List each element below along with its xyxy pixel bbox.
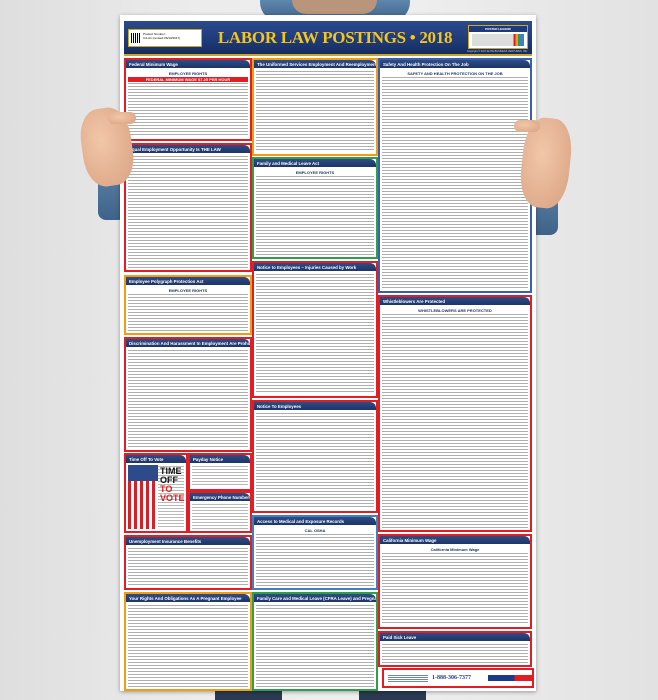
section-title: Safety And Health Protection On The Job [380,60,530,68]
poster-section: The Uniformed Services Employment And Re… [252,58,378,156]
poster-section: Employee Polygraph Protection Act EMPLOYE… [124,275,252,335]
section-body-text [382,70,528,289]
section-body-text [382,643,528,663]
poster-section: California Minimum Wage California Minimu… [378,534,532,629]
poster-section: Paid Sick Leave [378,631,532,667]
ballot-box-illustration [128,465,158,529]
section-title: Employee Polygraph Protection Act [126,277,250,285]
section-title: Paid Sick Leave [380,633,530,641]
section-title: Federal Minimum Wage [126,60,250,68]
section-banner: WHISTLEBLOWERS ARE PROTECTED [382,308,528,313]
copyright: Copyright © 2017 ELITE BUSINESS VENTURES… [466,50,528,53]
section-title: Notice to Employees – Injuries Caused by… [254,263,376,271]
vote-line-1: TIME OFF [160,466,182,485]
section-body-text [256,70,374,152]
product-number: CA-A1 (revised 06/13/2017) [143,36,181,40]
minimum-wage-banner: FEDERAL MINIMUM WAGE $7.25 PER HOUR [128,77,248,82]
person-chin [292,0,377,14]
legend-colors [472,34,524,46]
section-body-text [256,527,374,586]
poster-section: Notice To Employees [252,400,378,513]
time-off-to-vote-heading: TIME OFF TO VOTE [160,467,186,503]
section-title: Time Off To Vote [126,455,186,463]
product-label: Product Number: [143,32,166,36]
section-title: Emergency Phone Numbers [190,493,250,501]
section-body-text [128,604,248,687]
poster-section: Equal Employment Opportunity Is THE LAW [124,143,252,272]
poster-section: Safety And Health Protection On The Job S… [378,58,532,293]
section-body-text [256,412,374,509]
section-title: The Uniformed Services Employment And Re… [254,60,376,68]
poster-title: LABOR LAW POSTINGS • 2018 [217,28,453,47]
poster-header: Product Number: CA-A1 (revised 06/13/201… [124,21,532,56]
section-title: Equal Employment Opportunity Is THE LAW [126,145,250,153]
vote-line-2: TO VOTE [160,484,185,503]
section-body-text [256,273,374,394]
section-body-text [256,169,374,255]
section-title: Access to Medical and Exposure Records [254,517,376,525]
section-body-text [128,287,248,331]
section-title: Whistleblowers Are Protected [380,297,530,305]
section-body-text [128,547,248,586]
section-banner: CAL OSHA [256,528,374,533]
poster-section: Access to Medical and Exposure Records CA… [252,515,378,590]
poster-section: Time Off To Vote TIME OFF TO VOTE [124,453,188,533]
section-banner: EMPLOYEE RIGHTS [256,170,374,175]
section-body-text [256,604,374,687]
brand-logo [488,675,532,681]
legend-title: POSTER LEGEND [469,26,527,32]
poster-section: Notice to Employees – Injuries Caused by… [252,261,378,398]
footer-phone: 1-888-306-7377 [432,675,471,681]
section-title: Family and Medical Leave Act [254,159,376,167]
section-body-text [382,546,528,625]
section-title: Notice To Employees [254,402,376,410]
poster-section: Unemployment Insurance Benefits [124,535,252,590]
section-title: Unemployment Insurance Benefits [126,537,250,545]
poster-section: Family and Medical Leave Act EMPLOYEE RIG… [252,157,378,259]
qr-code-icon [131,33,141,43]
poster-section: Family Care and Medical Leave (CFRA Leav… [252,592,378,691]
footer-note [388,674,428,683]
poster-section: Federal Minimum Wage EMPLOYEE RIGHTS FEDER… [124,58,252,141]
product-number-box: Product Number: CA-A1 (revised 06/13/201… [128,29,202,47]
section-title: Family Care and Medical Leave (CFRA Leav… [254,594,376,602]
left-thumb [108,112,136,124]
poster-footer: 1-888-306-7377 [382,668,534,688]
section-title: California Minimum Wage [380,536,530,544]
section-body-text [128,349,248,448]
section-banner: California Minimum Wage [382,547,528,552]
poster-section: Emergency Phone Numbers [188,491,252,533]
section-banner: EMPLOYEE RIGHTS [128,71,248,76]
section-body-text [382,307,528,528]
section-title: Payday Notice [190,455,250,463]
right-thumb [514,120,540,132]
poster-section: Your Rights And Obligations As A Pregnan… [124,592,252,691]
labor-law-poster: Product Number: CA-A1 (revised 06/13/201… [120,15,536,691]
section-title: Your Rights And Obligations As A Pregnan… [126,594,250,602]
section-body-text [192,503,248,529]
section-banner: SAFETY AND HEALTH PROTECTION ON THE JOB [382,71,528,76]
poster-section: Discrimination And Harassment In Employm… [124,337,252,452]
section-banner: EMPLOYEE RIGHTS [128,288,248,293]
poster-legend: POSTER LEGEND [468,25,528,49]
section-body-text [192,465,248,487]
poster-section: Payday Notice [188,453,252,491]
section-title: Discrimination And Harassment In Employm… [126,339,250,347]
poster-section: Whistleblowers Are Protected WHISTLEBLOWE… [378,295,532,532]
section-body-text [128,155,248,268]
